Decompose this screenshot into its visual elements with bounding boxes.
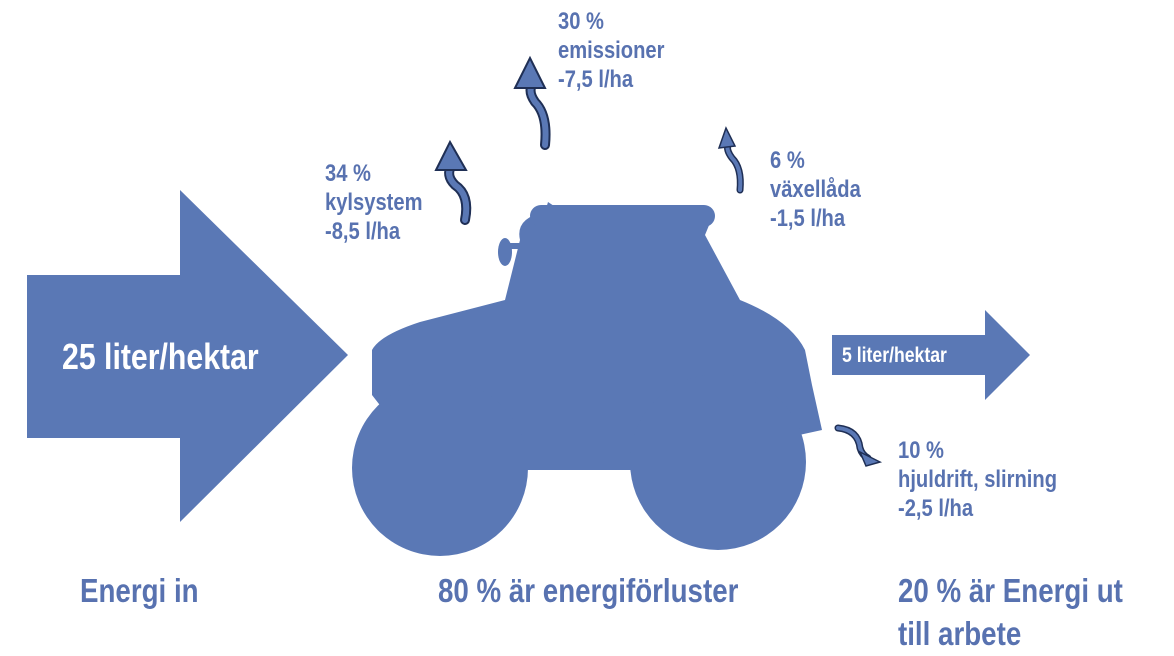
caption: 20 % är Energi ut till arbete [898, 570, 1123, 656]
loss-percent: 6 % [770, 147, 861, 176]
caption-line: 20 % är Energi ut [898, 570, 1123, 613]
caption-line: till arbete [898, 613, 1123, 656]
loss-arrow [728, 145, 741, 190]
loss-name: växellåda [770, 176, 861, 205]
drawing [0, 0, 1174, 656]
front-wheel [630, 374, 806, 550]
loss-amount: -2,5 l/ha [898, 495, 1057, 524]
loss-percent: 30 % [558, 8, 664, 37]
rear-wheel [352, 380, 528, 556]
loss-arrow-head [515, 58, 545, 88]
mirror-arm [505, 243, 527, 249]
caption: Energi in [80, 570, 199, 613]
loss-arrow-head [436, 142, 466, 170]
loss-arrow-head [719, 128, 735, 148]
loss-percent: 10 % [898, 437, 1057, 466]
loss-block: 30 % emissioner -7,5 l/ha [558, 8, 664, 94]
loss-amount: -7,5 l/ha [558, 66, 664, 95]
loss-block: 6 % växellåda -1,5 l/ha [770, 147, 861, 233]
output-label: 5 liter/hektar [842, 343, 947, 368]
loss-name: hjuldrift, slirning [898, 466, 1057, 495]
mirror [498, 238, 512, 266]
loss-block: 34 % kylsystem -8,5 l/ha [325, 160, 423, 246]
loss-percent: 34 % [325, 160, 423, 189]
loss-name: emissioner [558, 37, 664, 66]
loss-block: 10 % hjuldrift, slirning -2,5 l/ha [898, 437, 1057, 523]
caption: 80 % är energiförluster [438, 570, 738, 613]
input-label: 25 liter/hektar [62, 335, 259, 378]
diagram: 25 liter/hektar 5 liter/hektar 34 % kyls… [0, 0, 1174, 656]
cab-top [530, 205, 715, 227]
loss-arrow-head [860, 452, 880, 466]
loss-name: kylsystem [325, 189, 423, 218]
loss-amount: -8,5 l/ha [325, 218, 423, 247]
loss-amount: -1,5 l/ha [770, 205, 861, 234]
